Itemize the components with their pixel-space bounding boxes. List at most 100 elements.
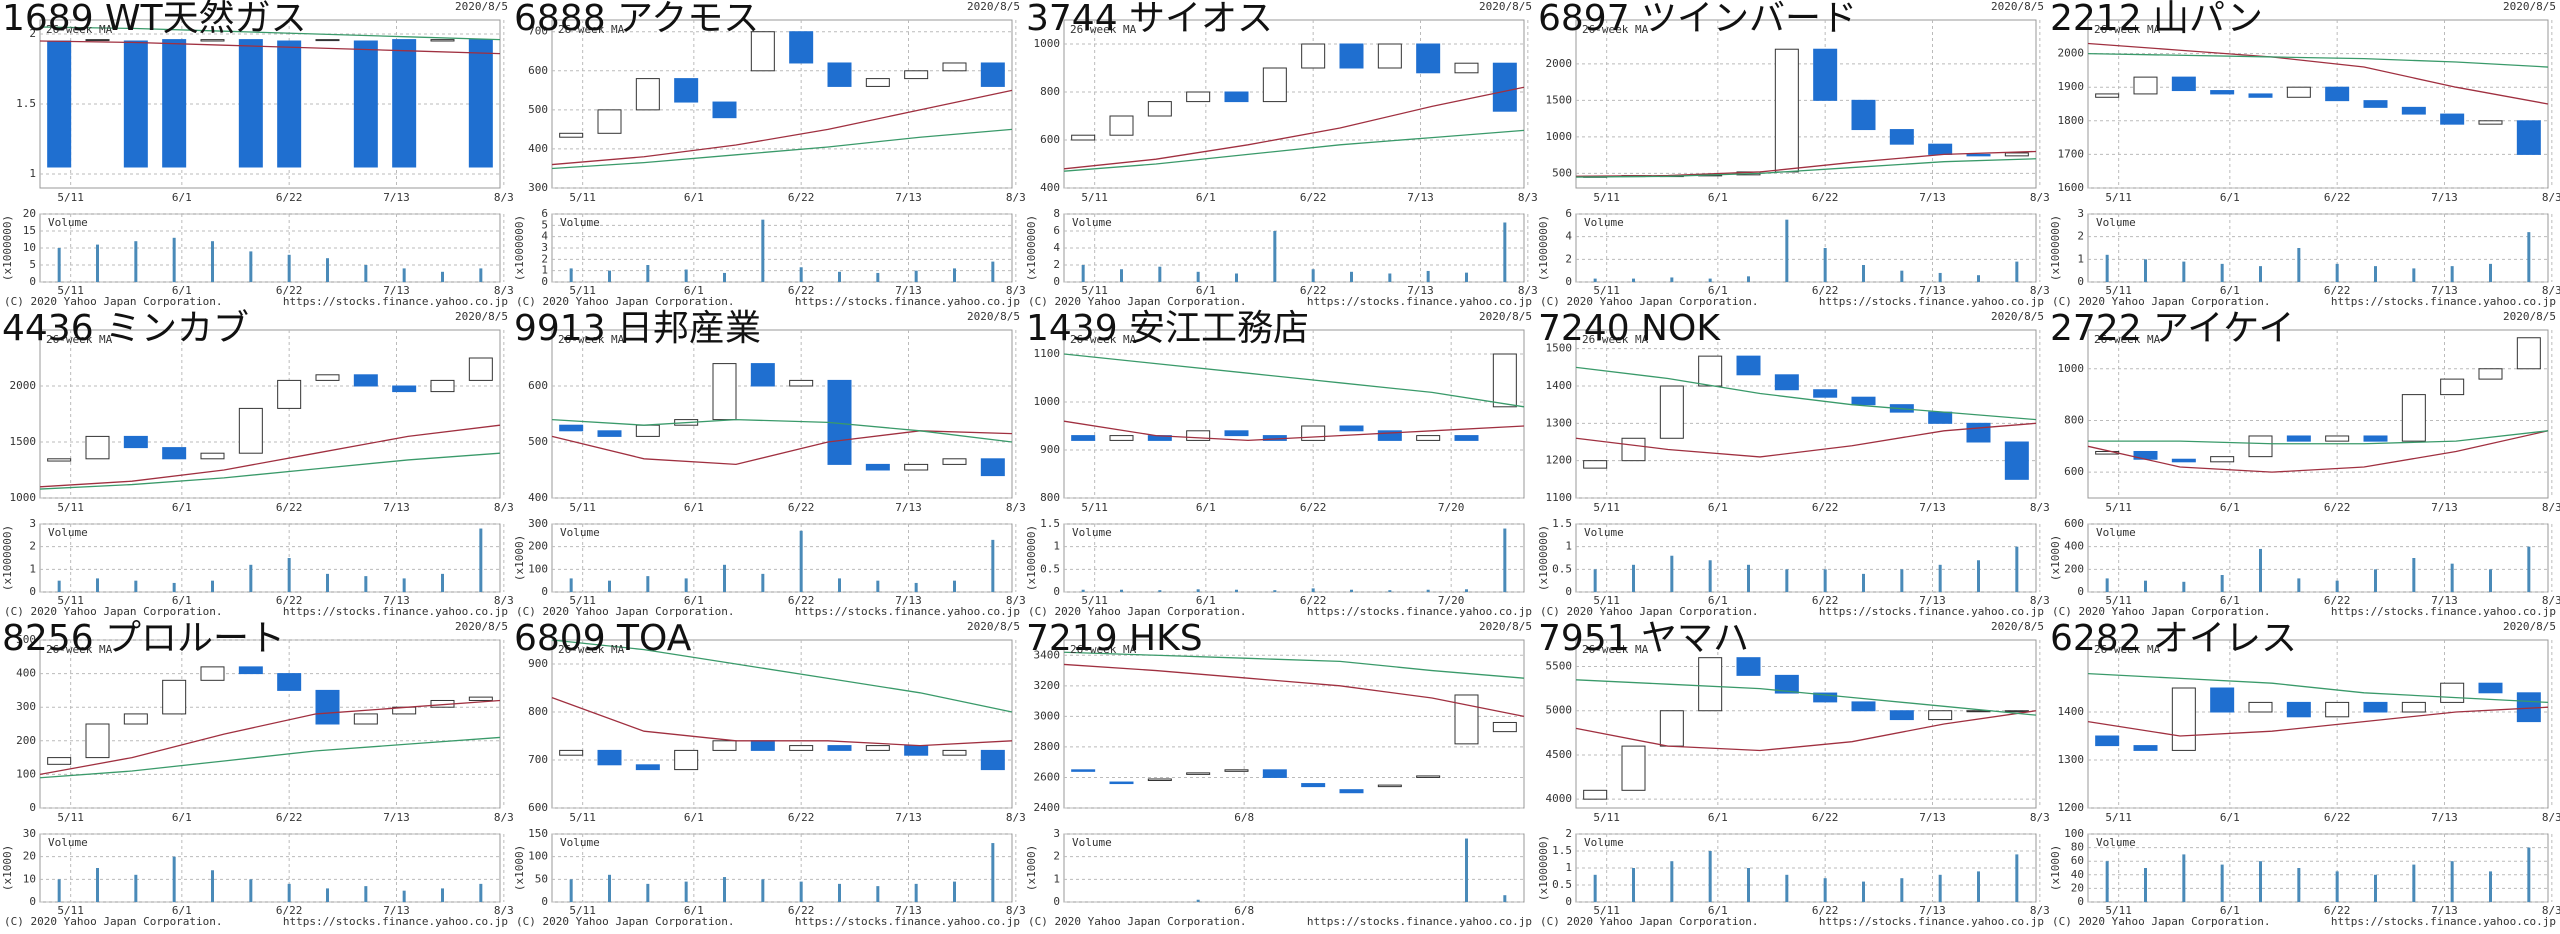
- volume-bar: [2450, 563, 2454, 592]
- y-tick-label: 0.5: [1552, 878, 1572, 891]
- candle: [904, 463, 929, 471]
- y-tick-label: 2: [1053, 850, 1060, 863]
- x-tick-label: 6/1: [1708, 501, 1728, 514]
- y-tick-label: 6: [1565, 207, 1572, 220]
- candle: [2363, 435, 2388, 442]
- copyright: (C) 2020 Yahoo Japan Corporation.: [516, 915, 735, 928]
- x-tick-label: 6/1: [684, 811, 704, 824]
- candle: [1813, 389, 1838, 398]
- candle: [353, 374, 378, 387]
- x-tick-label: 7/20: [1438, 594, 1465, 607]
- volume-bar: [1938, 564, 1942, 592]
- legend-label: 26-week MA: [2094, 643, 2161, 656]
- candle: [392, 385, 417, 393]
- volume-legend: Volume: [48, 526, 88, 539]
- x-tick-label: 6/22: [788, 904, 815, 917]
- chart-title: 7219 HKS: [1026, 618, 1203, 659]
- x-tick-label: 6/1: [1708, 191, 1728, 204]
- candle: [2325, 701, 2350, 718]
- x-tick-label: 8/3: [1006, 904, 1026, 917]
- candle: [200, 452, 225, 460]
- candle: [1377, 430, 1402, 441]
- legend-label: 26-week MA: [1070, 333, 1137, 346]
- y-tick-label: 1800: [2058, 114, 2085, 127]
- moving-average: [1575, 158, 2037, 178]
- candle: [2171, 458, 2196, 463]
- candle: [1583, 789, 1608, 800]
- volume-frame: [1063, 523, 1525, 593]
- candle: [1774, 674, 1799, 694]
- volume-legend: Volume: [1072, 526, 1112, 539]
- x-tick-label: 6/22: [276, 284, 303, 297]
- candle: [2401, 701, 2426, 713]
- candle: [238, 407, 263, 454]
- volume-bar: [761, 573, 765, 592]
- volume-bar: [2489, 871, 2492, 902]
- y-tick-label: 2: [1565, 252, 1572, 265]
- volume-legend: Volume: [560, 216, 600, 229]
- candle: [865, 78, 890, 87]
- candle: [2401, 106, 2426, 115]
- y-tick-label: 0.5: [1040, 562, 1060, 575]
- x-tick-label: 5/11: [1593, 811, 1620, 824]
- volume-bar: [1977, 560, 1980, 592]
- y-tick-label: 0: [29, 275, 36, 288]
- x-tick-label: 5/11: [2105, 501, 2132, 514]
- candle: [1813, 48, 1838, 101]
- y-tick-label: 6: [1053, 224, 1060, 237]
- candle: [1416, 43, 1441, 74]
- volume-bar: [211, 580, 214, 592]
- x-tick-label: 6/8: [1234, 811, 1254, 824]
- volume-bar: [953, 268, 956, 282]
- volume-bar: [1235, 273, 1238, 282]
- x-tick-label: 6/22: [1812, 594, 1839, 607]
- x-tick-label: 5/11: [1081, 501, 1108, 514]
- y-tick-label: 30: [23, 827, 36, 840]
- volume-bar: [364, 886, 368, 902]
- volume-bar: [249, 564, 253, 592]
- candle: [1071, 769, 1096, 772]
- y-tick-label: 4: [1053, 241, 1060, 254]
- volume-bar: [723, 564, 726, 592]
- x-tick-label: 6/22: [1812, 811, 1839, 824]
- y-tick-label: 1.5: [1552, 517, 1572, 530]
- x-tick-label: 6/1: [2220, 811, 2240, 824]
- chart-date: 2020/8/5: [1991, 310, 2044, 323]
- moving-average: [39, 699, 501, 776]
- moving-average: [1063, 129, 1525, 172]
- x-tick-label: 6/22: [1300, 191, 1327, 204]
- x-tick-label: 6/1: [2220, 501, 2240, 514]
- y-tick-label: 4000: [1546, 792, 1573, 805]
- candle: [789, 745, 814, 751]
- y-tick-label: 300: [528, 517, 548, 530]
- volume-bar: [876, 272, 880, 282]
- candle: [1071, 134, 1096, 141]
- volume-bar: [441, 573, 444, 592]
- price-frame: [1575, 639, 2037, 809]
- copyright: (C) 2020 Yahoo Japan Corporation.: [4, 295, 223, 308]
- candle: [2004, 152, 2029, 157]
- volume-legend: Volume: [48, 836, 88, 849]
- volume-unit: (x1000000): [1, 525, 14, 591]
- y-tick-label: 900: [1040, 443, 1060, 456]
- candle: [162, 447, 187, 460]
- source-url: https://stocks.finance.yahoo.co.jp: [1307, 295, 1532, 308]
- volume-bar: [57, 879, 61, 902]
- y-tick-label: 2800: [1034, 740, 1061, 753]
- y-tick-label: 4: [541, 230, 548, 243]
- stock-panel: 400 600 800 1000 0 2 4 6 8 5/11 5/11 6/1 6/1 6/22 6/22…: [1025, 0, 1538, 308]
- y-tick-label: 0: [29, 801, 36, 814]
- volume-bar: [1196, 271, 1200, 282]
- chart-title: 9913 日邦産業: [514, 308, 761, 349]
- x-tick-label: 5/11: [57, 811, 84, 824]
- candle: [1339, 425, 1364, 432]
- volume-bar: [2105, 861, 2109, 902]
- volume-bar: [1862, 265, 1865, 282]
- chart-title: 8256 プロルート: [2, 618, 285, 659]
- stock-panel: 800 900 1000 1100 0 0.5 1 1.5 5/11 5/11 6/1 6/1 6/22…: [1025, 308, 1532, 618]
- x-tick-label: 6/22: [1812, 191, 1839, 204]
- y-tick-label: 900: [528, 657, 548, 670]
- copyright: (C) 2020 Yahoo Japan Corporation.: [516, 295, 735, 308]
- chart-date: 2020/8/5: [2503, 620, 2556, 633]
- moving-average: [551, 696, 1013, 747]
